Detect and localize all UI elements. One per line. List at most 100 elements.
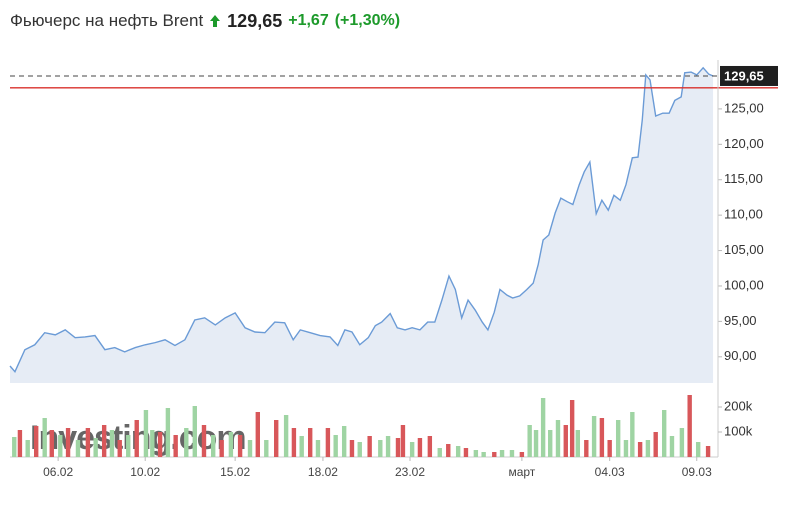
volume-bar — [34, 426, 39, 457]
volume-bar — [519, 452, 525, 457]
volume-bar — [555, 420, 561, 457]
x-tick-label: 09.03 — [682, 465, 712, 479]
volume-bar — [341, 426, 347, 457]
volume-bar — [109, 430, 115, 457]
volume-bar — [473, 450, 479, 457]
volume-bar — [499, 450, 505, 457]
volume-bar — [540, 398, 546, 457]
volume-bar — [75, 440, 81, 457]
volume-bar — [395, 438, 401, 457]
y-tick-label: 120,00 — [724, 136, 764, 151]
volume-bar — [615, 420, 621, 457]
volume-bar — [607, 440, 612, 457]
volume-bar — [283, 415, 289, 457]
volume-bar — [637, 442, 643, 457]
x-tick-label: 04.03 — [595, 465, 625, 479]
volume-bar — [307, 428, 313, 457]
volume-bar — [548, 430, 553, 457]
volume-bar — [427, 436, 433, 457]
volume-bar — [527, 425, 532, 457]
y-tick-label: 100,00 — [724, 277, 764, 292]
volume-bar — [150, 430, 155, 457]
y-tick-label: 105,00 — [724, 242, 764, 257]
x-tick-label: март — [508, 465, 535, 479]
volume-bar — [237, 435, 243, 457]
volume-bar — [49, 430, 54, 457]
volume-bar — [463, 448, 469, 457]
volume-bar — [630, 412, 635, 457]
price-line — [9, 66, 714, 373]
volume-bar — [264, 440, 269, 457]
volume-bar — [255, 412, 260, 457]
volume-bar — [437, 448, 442, 457]
volume-bar — [653, 432, 658, 457]
volume-bar — [184, 428, 189, 457]
volume-bar — [385, 436, 391, 457]
volume-bar — [378, 440, 383, 457]
volume-bar — [591, 416, 597, 457]
volume-bar — [623, 440, 629, 457]
header: Фьючерс на нефть Brent 129,65 +1,67 (+1,… — [10, 8, 400, 34]
volume-bar — [533, 430, 539, 457]
volume-bar — [409, 442, 415, 457]
volume-bar — [165, 408, 171, 457]
x-tick-label: 06.02 — [43, 465, 73, 479]
volume-bar — [687, 395, 692, 457]
title: Фьючерс на нефть Brent — [10, 11, 204, 30]
y-tick-label: 90,00 — [724, 348, 757, 363]
x-tick-label: 23.02 — [395, 465, 425, 479]
volume-bar — [446, 444, 451, 457]
volume-bar — [349, 440, 355, 457]
volume-bar — [85, 428, 91, 457]
volume-bar — [93, 438, 98, 457]
volume-bar — [291, 428, 297, 457]
volume-bar — [367, 436, 372, 457]
volume-bar — [211, 435, 216, 457]
volume-bar — [679, 428, 685, 457]
y-tick-label: 110,00 — [724, 207, 763, 222]
volume-bar — [325, 428, 331, 457]
volume-bar — [65, 428, 71, 457]
x-tick-label: 15.02 — [220, 465, 250, 479]
volume-bar — [333, 435, 338, 457]
volume-bar — [492, 452, 497, 457]
x-tick-label: 10.02 — [130, 465, 160, 479]
volume-tick-label: 100k — [724, 423, 753, 438]
volume-bar — [705, 446, 711, 457]
volume-bar — [481, 452, 486, 457]
change-arrow — [210, 15, 221, 27]
volume-bar — [219, 440, 224, 457]
volume-bar — [126, 435, 131, 457]
change: +1,67 — [288, 12, 329, 29]
volume-bar — [157, 432, 163, 457]
x-tick-label: 18.02 — [308, 465, 338, 479]
volume-tick-label: 200k — [724, 398, 753, 413]
volume-bar — [101, 425, 107, 457]
volume-bar — [563, 425, 568, 457]
volume-bar — [357, 442, 362, 457]
y-tick-label: 125,00 — [724, 100, 764, 115]
volume-bar — [173, 435, 178, 457]
volume-bar — [247, 440, 253, 457]
volume-bar — [695, 442, 701, 457]
volume-bar — [669, 436, 675, 457]
volume-bar — [25, 440, 30, 457]
last-price-label: 129,65 — [724, 68, 764, 83]
y-tick-label: 95,00 — [724, 313, 757, 328]
volume-bar — [117, 440, 122, 457]
last-price: 129,65 — [227, 10, 283, 31]
volume-bar — [575, 430, 581, 457]
volume-bar — [315, 440, 321, 457]
area — [10, 67, 714, 384]
volume-bar — [417, 438, 423, 457]
volume-bar — [599, 418, 605, 457]
volume-bar — [509, 450, 515, 457]
volume-bar — [661, 410, 667, 457]
y-tick-label: 115,00 — [724, 171, 763, 186]
volume-bar — [228, 432, 234, 457]
volume-bar — [400, 425, 406, 457]
volume-bar — [134, 420, 139, 457]
volume-bar — [17, 430, 23, 457]
